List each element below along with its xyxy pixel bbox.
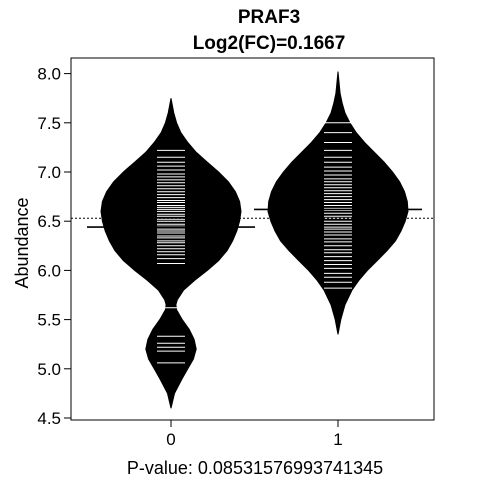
- plot-frame: [70, 57, 435, 421]
- y-tick-label: 7.5: [37, 114, 61, 133]
- y-tick-label: 5.0: [37, 360, 61, 379]
- y-axis-label: Abundance: [12, 197, 32, 288]
- x-axis-label: P-value: 0.08531576993741345: [127, 458, 383, 478]
- y-tick-label: 6.0: [37, 261, 61, 280]
- x-tick-label: 1: [333, 430, 342, 449]
- chart-subtitle: Log2(FC)=0.1667: [193, 33, 346, 54]
- y-tick-label: 7.0: [37, 163, 61, 182]
- y-tick-label: 4.5: [37, 409, 61, 428]
- y-tick-label: 6.5: [37, 212, 61, 231]
- chart-title: PRAF3: [238, 7, 300, 28]
- axes: 4.5 5.0 5.5 6.0 6.5 7.0 7.5 8.0 0 1: [37, 65, 342, 449]
- y-tick-label: 8.0: [37, 65, 61, 84]
- bean-group-0: [87, 98, 255, 409]
- y-tick-label: 5.5: [37, 311, 61, 330]
- bean-shape-0: [100, 98, 242, 409]
- x-tick-label: 0: [166, 430, 175, 449]
- bean-group-1: [254, 71, 422, 335]
- plot-area: [71, 71, 434, 409]
